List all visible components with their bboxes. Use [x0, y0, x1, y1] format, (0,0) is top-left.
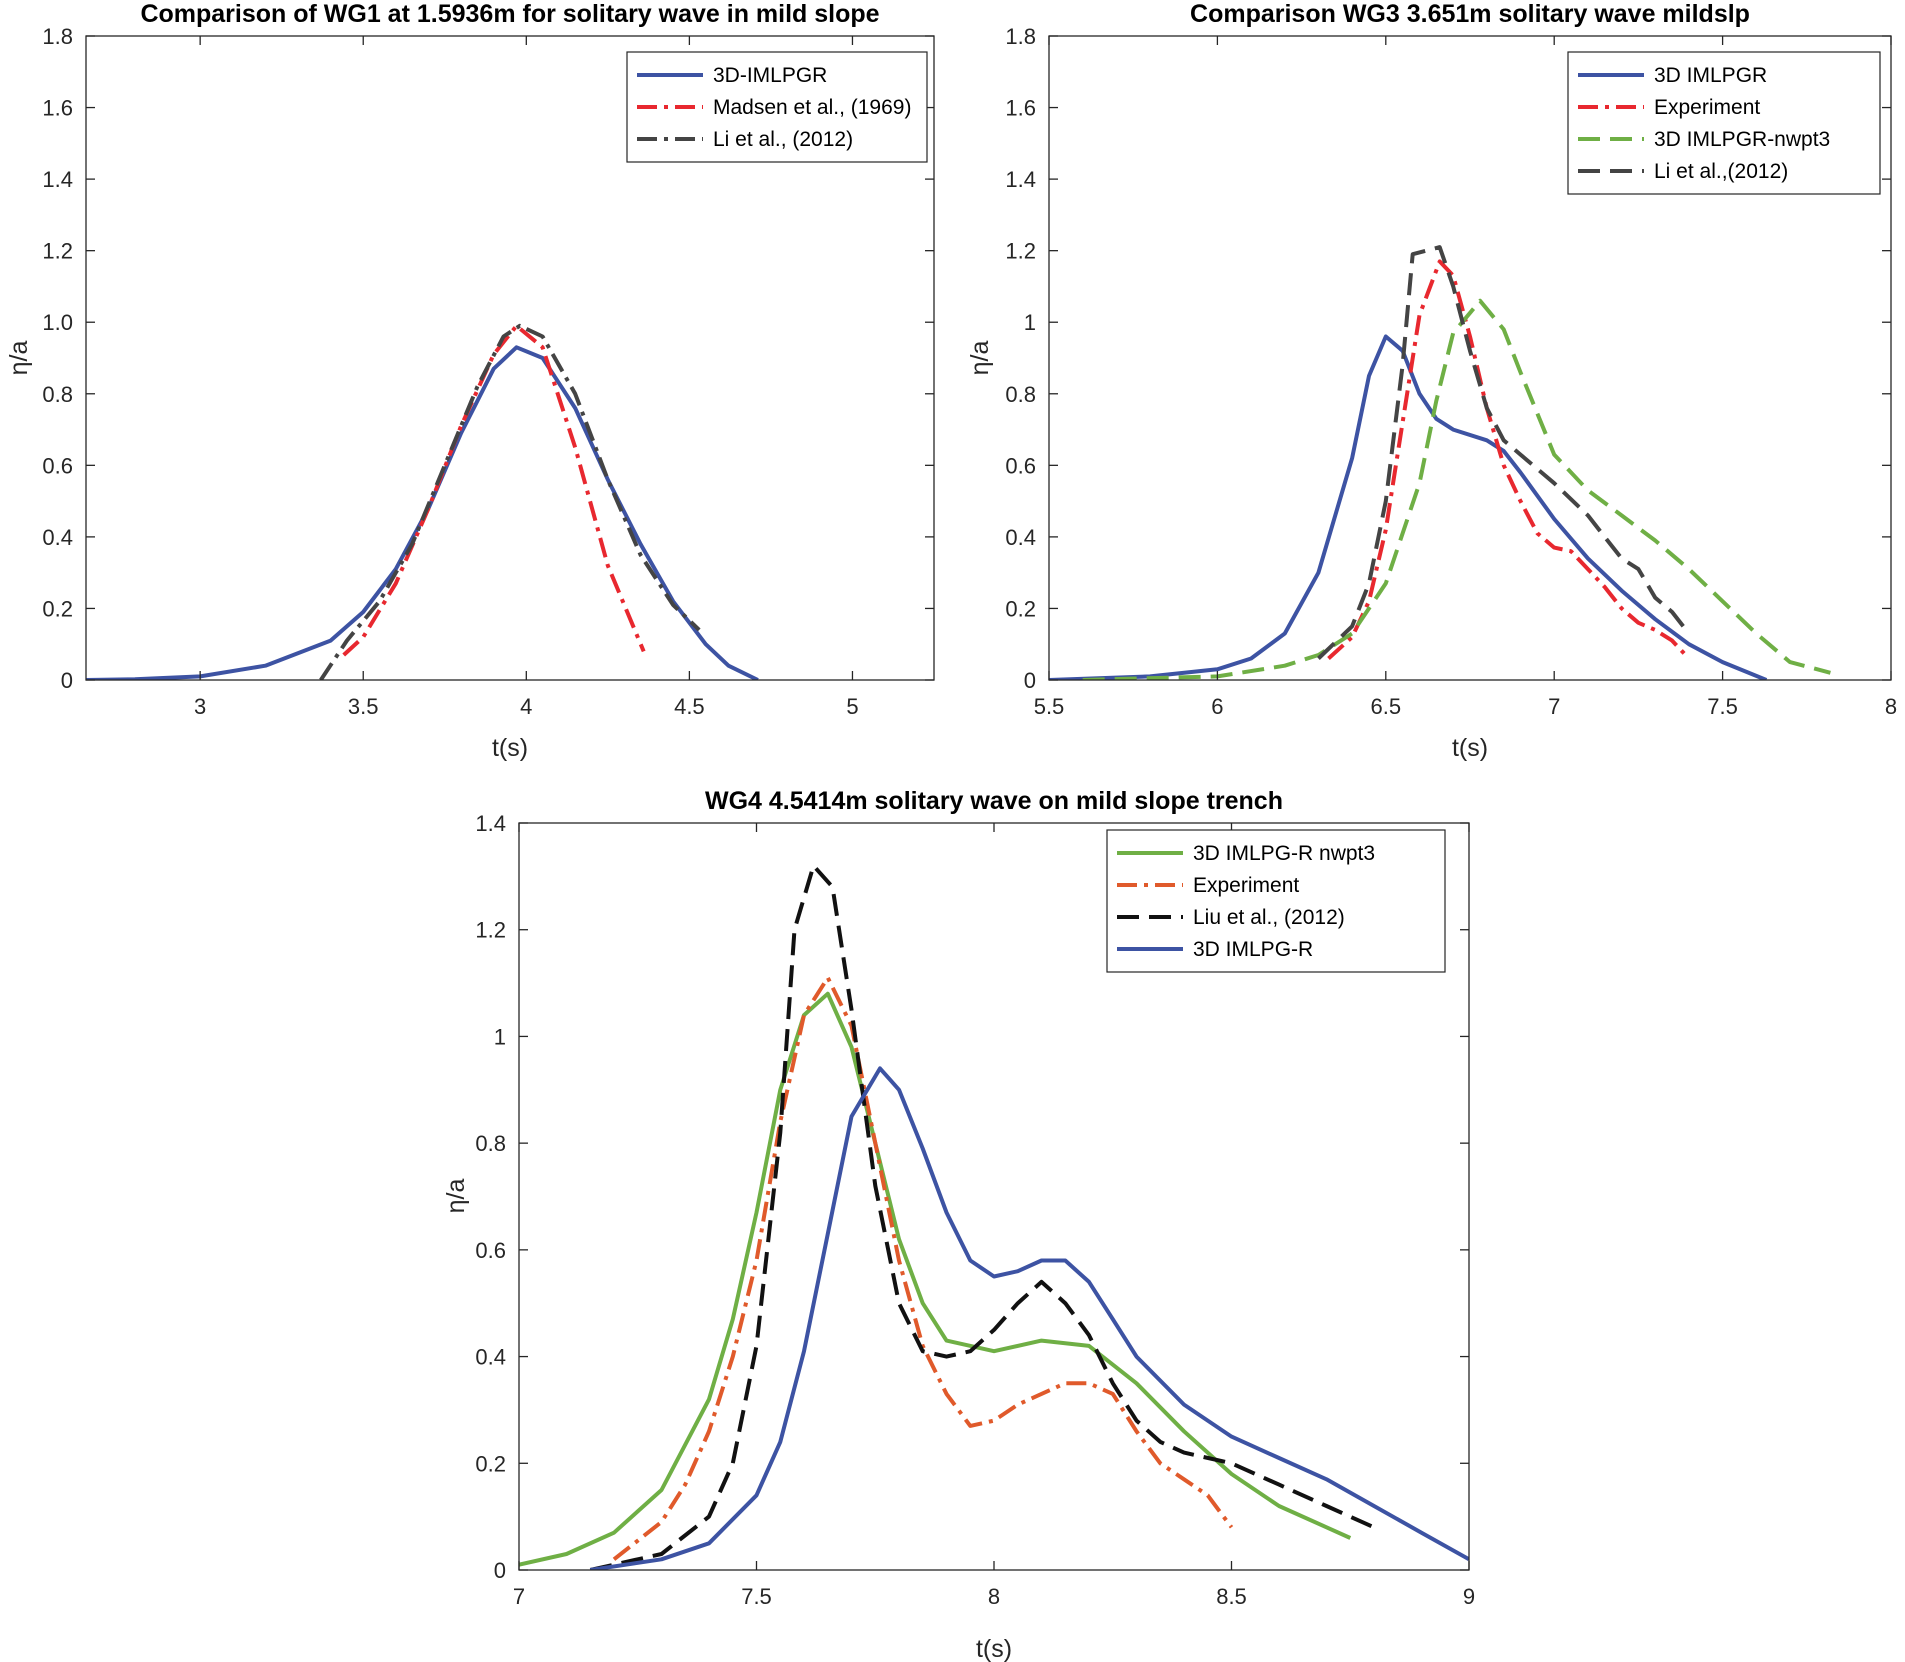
y-tick-label: 0.6 [1005, 453, 1036, 478]
x-axis-label: t(s) [1452, 734, 1488, 762]
y-tick-label: 1.8 [1005, 24, 1036, 49]
y-tick-label: 0.4 [42, 525, 73, 550]
series-group [86, 323, 759, 680]
x-tick-label: 8 [1885, 694, 1897, 719]
y-tick-label: 1.2 [1005, 239, 1036, 264]
legend-entry-3: Li et al., (2012) [713, 128, 853, 151]
series-line-4 [1317, 245, 1691, 660]
legend-entry-2: Experiment [1654, 96, 1760, 119]
x-tick-label: 8 [988, 1584, 1000, 1609]
legend-entry-4: 3D IMLPG-R [1193, 938, 1313, 961]
axes-box [85, 35, 935, 681]
y-tick-label: 0.8 [1005, 382, 1036, 407]
x-axis-label: t(s) [492, 734, 528, 762]
x-tick-label: 3 [194, 694, 206, 719]
legend-entry-1: 3D IMLPG-R nwpt3 [1193, 842, 1375, 865]
y-tick-label: 0 [494, 1558, 506, 1583]
x-axis-label: t(s) [976, 1635, 1012, 1662]
x-tick-label: 7.5 [741, 1584, 772, 1609]
y-tick-label: 0.4 [1005, 525, 1036, 550]
panel-wg3: Comparison WG3 3.651m solitary wave mild… [966, 0, 1897, 762]
series-line-2 [342, 323, 646, 657]
x-tick-label: 7 [513, 1584, 525, 1609]
y-tick-label: 1 [1024, 310, 1036, 335]
y-tick-label: 0.8 [475, 1131, 506, 1156]
y-axis-label: η/a [966, 341, 994, 376]
x-tick-label: 6.5 [1371, 694, 1402, 719]
series-line-1 [519, 991, 1352, 1567]
series-line-2 [612, 975, 1234, 1561]
x-tick-label: 6 [1211, 694, 1223, 719]
x-tick-label: 4 [520, 694, 532, 719]
y-tick-label: 0.4 [475, 1345, 506, 1370]
y-tick-label: 1 [494, 1024, 506, 1049]
legend-entry-3: Liu et al., (2012) [1193, 906, 1345, 929]
panel-wg4: WG4 4.5414m solitary wave on mild slope … [442, 787, 1475, 1662]
y-tick-label: 1.2 [475, 918, 506, 943]
y-axis-label: η/a [442, 1179, 470, 1214]
y-tick-label: 1.4 [42, 167, 73, 192]
y-tick-label: 0 [1024, 668, 1036, 693]
y-tick-label: 1.4 [1005, 167, 1036, 192]
y-tick-label: 0.6 [42, 453, 73, 478]
legend-entry-4: Li et al.,(2012) [1654, 160, 1788, 183]
series-line-2 [1327, 259, 1691, 660]
series-group [1049, 245, 1831, 680]
y-tick-label: 0.2 [1005, 596, 1036, 621]
series-line-4 [590, 1066, 1469, 1570]
series-line-1 [1049, 334, 1768, 680]
y-tick-label: 0.2 [475, 1451, 506, 1476]
series-group [519, 863, 1469, 1570]
chart-title: Comparison WG3 3.651m solitary wave mild… [1190, 0, 1750, 28]
y-tick-label: 0.8 [42, 382, 73, 407]
x-tick-label: 9 [1463, 1584, 1475, 1609]
legend-entry-1: 3D-IMLPGR [713, 64, 827, 87]
y-tick-label: 1.6 [1005, 96, 1036, 121]
y-tick-label: 1.2 [42, 239, 73, 264]
legend-entry-2: Madsen et al., (1969) [713, 96, 911, 119]
y-tick-label: 0.2 [42, 596, 73, 621]
panel-wg1: Comparison of WG1 at 1.5936m for solitar… [5, 0, 935, 762]
x-tick-label: 7 [1548, 694, 1560, 719]
chart-title: WG4 4.5414m solitary wave on mild slope … [705, 787, 1283, 815]
legend-entry-2: Experiment [1193, 874, 1299, 897]
series-line-3 [589, 863, 1375, 1570]
y-axis-label: η/a [5, 341, 33, 376]
x-tick-label: 5 [846, 694, 858, 719]
y-tick-label: 1.0 [42, 310, 73, 335]
series-line-3 [1082, 298, 1831, 680]
x-tick-label: 4.5 [674, 694, 705, 719]
y-tick-label: 1.4 [475, 811, 506, 836]
y-tick-label: 1.6 [42, 96, 73, 121]
y-tick-label: 1.8 [42, 24, 73, 49]
x-tick-label: 3.5 [348, 694, 379, 719]
y-tick-label: 0 [61, 668, 73, 693]
y-tick-label: 0.6 [475, 1238, 506, 1263]
chart-title: Comparison of WG1 at 1.5936m for solitar… [140, 0, 879, 28]
series-line-3 [319, 323, 701, 680]
legend-entry-1: 3D IMLPGR [1654, 64, 1767, 87]
legend-entry-3: 3D IMLPGR-nwpt3 [1654, 128, 1830, 151]
x-tick-label: 5.5 [1034, 694, 1065, 719]
x-tick-label: 8.5 [1216, 1584, 1247, 1609]
x-tick-label: 7.5 [1707, 694, 1738, 719]
axes-box [1048, 35, 1892, 681]
